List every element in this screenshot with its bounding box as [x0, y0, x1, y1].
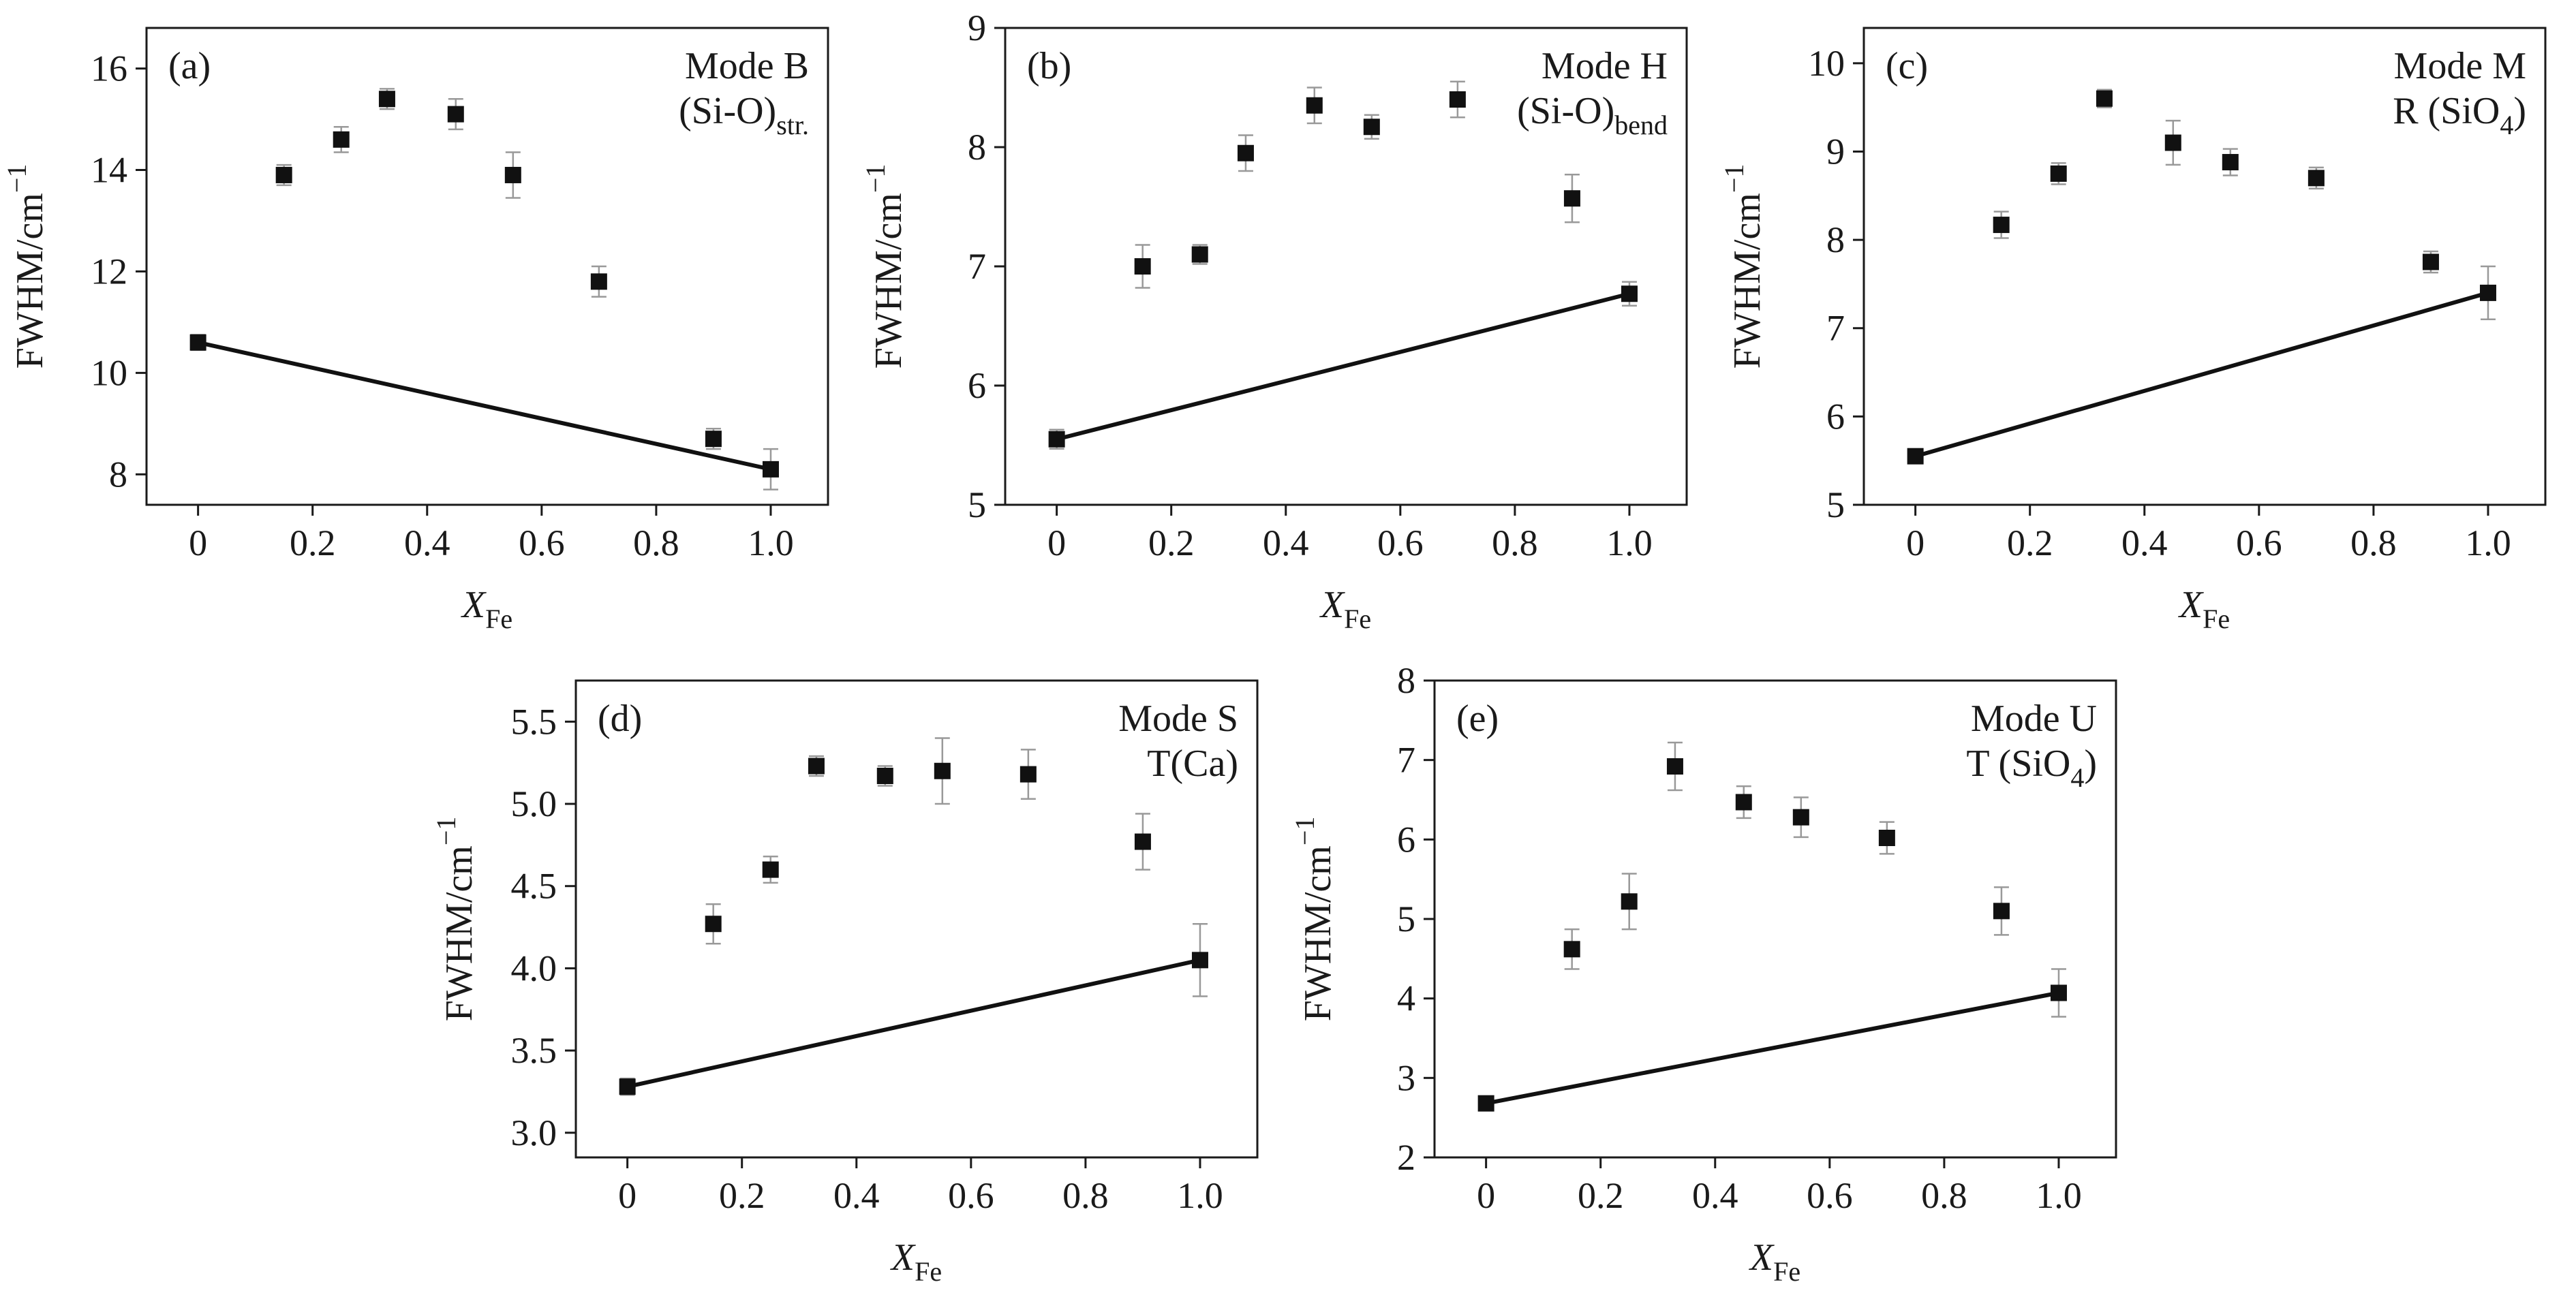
svg-text:0: 0: [618, 1175, 637, 1216]
panel-e: 0 0.2 0.4 0.6 0.8 1.0 2 3 4 5 6 7 8 XFe FWHM/cm−1 (e) Mo…: [1288, 664, 2147, 1297]
svg-text:7: 7: [1397, 740, 1415, 781]
svg-text:4.0: 4.0: [511, 948, 557, 988]
svg-text:0: 0: [1047, 523, 1066, 563]
svg-text:8: 8: [1397, 664, 1415, 701]
svg-text:3: 3: [1397, 1057, 1415, 1098]
svg-text:10: 10: [1808, 43, 1845, 84]
svg-text:Mode S: Mode S: [1118, 698, 1238, 740]
svg-text:5.5: 5.5: [511, 701, 557, 742]
svg-text:0.8: 0.8: [1921, 1175, 1967, 1216]
svg-text:0.8: 0.8: [1492, 523, 1538, 563]
svg-text:0.4: 0.4: [2121, 523, 2168, 563]
figure-row-top: 0 0.2 0.4 0.6 0.8 1.0 8 10 12 14 16 XFe FWHM/cm−1 (a)…: [0, 11, 2576, 644]
svg-text:0.4: 0.4: [1263, 523, 1309, 563]
svg-text:2: 2: [1397, 1137, 1415, 1178]
svg-text:Mode B: Mode B: [685, 45, 809, 87]
svg-text:16: 16: [91, 48, 127, 89]
svg-text:T(Ca): T(Ca): [1147, 743, 1238, 785]
chart-b-svg: 0 0.2 0.4 0.6 0.8 1.0 5 6 7 8 9 XFe FWHM/cm−1 (b) Mode…: [860, 11, 1688, 634]
svg-text:Mode M: Mode M: [2394, 45, 2526, 87]
svg-text:5.0: 5.0: [511, 783, 557, 824]
svg-text:0.2: 0.2: [1148, 523, 1195, 563]
svg-text:0.8: 0.8: [633, 523, 679, 563]
svg-text:XFe: XFe: [1319, 584, 1371, 634]
svg-text:FWHM/cm−1: FWHM/cm−1: [860, 164, 910, 369]
svg-text:6: 6: [968, 365, 986, 406]
svg-text:FWHM/cm−1: FWHM/cm−1: [1, 164, 51, 369]
svg-text:FWHM/cm−1: FWHM/cm−1: [1719, 164, 1768, 369]
svg-text:7: 7: [1826, 308, 1845, 349]
svg-text:8: 8: [109, 454, 127, 495]
svg-text:FWHM/cm−1: FWHM/cm−1: [1289, 817, 1339, 1022]
svg-text:(Si-O)bend: (Si-O)bend: [1517, 90, 1668, 140]
svg-text:14: 14: [91, 150, 127, 191]
svg-text:T (SiO4): T (SiO4): [1966, 743, 2097, 793]
svg-text:XFe: XFe: [1749, 1236, 1800, 1287]
svg-text:1.0: 1.0: [748, 523, 794, 563]
svg-text:(c): (c): [1886, 45, 1928, 87]
svg-text:0.4: 0.4: [1692, 1175, 1738, 1216]
svg-text:0.6: 0.6: [519, 523, 565, 563]
svg-text:0.8: 0.8: [2350, 523, 2397, 563]
svg-text:0.2: 0.2: [2007, 523, 2053, 563]
svg-text:8: 8: [1826, 219, 1845, 260]
svg-text:XFe: XFe: [461, 584, 512, 634]
svg-text:9: 9: [1826, 131, 1845, 172]
svg-text:0.6: 0.6: [2236, 523, 2282, 563]
panel-b: 0 0.2 0.4 0.6 0.8 1.0 5 6 7 8 9 XFe FWHM/cm−1 (b) Mode…: [859, 11, 1717, 644]
svg-text:1.0: 1.0: [1177, 1175, 1223, 1216]
svg-text:0.6: 0.6: [1807, 1175, 1853, 1216]
svg-text:0.2: 0.2: [290, 523, 336, 563]
svg-text:5: 5: [1397, 899, 1415, 939]
svg-text:1.0: 1.0: [1606, 523, 1653, 563]
svg-text:10: 10: [91, 352, 127, 393]
svg-text:0.2: 0.2: [1578, 1175, 1624, 1216]
svg-text:FWHM/cm−1: FWHM/cm−1: [431, 817, 480, 1022]
svg-text:3.5: 3.5: [511, 1030, 557, 1071]
svg-text:5: 5: [968, 484, 986, 525]
svg-text:0.8: 0.8: [1062, 1175, 1109, 1216]
svg-text:1.0: 1.0: [2465, 523, 2511, 563]
svg-text:(a): (a): [168, 45, 211, 87]
svg-text:Mode H: Mode H: [1542, 45, 1668, 87]
svg-text:XFe: XFe: [2178, 584, 2230, 634]
svg-text:7: 7: [968, 246, 986, 287]
figure-row-bottom: 0 0.2 0.4 0.6 0.8 1.0 3.0 3.5 4.0 4.5 5.0 5.5 XFe FWH…: [429, 664, 2147, 1297]
svg-text:12: 12: [91, 251, 127, 292]
panel-c: 0 0.2 0.4 0.6 0.8 1.0 5 6 7 8 9 10 XFe FWHM/cm−1 (c) Mo…: [1717, 11, 2576, 644]
svg-text:0.6: 0.6: [1377, 523, 1424, 563]
svg-text:0: 0: [189, 523, 207, 563]
svg-text:(b): (b): [1027, 45, 1071, 87]
svg-text:6: 6: [1826, 396, 1845, 437]
svg-text:XFe: XFe: [890, 1236, 942, 1287]
svg-text:0: 0: [1906, 523, 1925, 563]
chart-d-svg: 0 0.2 0.4 0.6 0.8 1.0 3.0 3.5 4.0 4.5 5.0 5.5 XFe FWH…: [431, 679, 1259, 1287]
svg-text:8: 8: [968, 127, 986, 168]
svg-text:5: 5: [1826, 484, 1845, 525]
svg-text:(Si-O)str.: (Si-O)str.: [679, 90, 809, 140]
svg-text:0.4: 0.4: [833, 1175, 880, 1216]
svg-text:4.5: 4.5: [511, 866, 557, 907]
svg-text:9: 9: [968, 11, 986, 48]
svg-text:0.2: 0.2: [719, 1175, 765, 1216]
chart-e-svg: 0 0.2 0.4 0.6 0.8 1.0 2 3 4 5 6 7 8 XFe FWHM/cm−1 (e) Mo…: [1289, 664, 2117, 1287]
svg-text:0.6: 0.6: [948, 1175, 994, 1216]
svg-text:(d): (d): [598, 698, 642, 740]
panel-d: 0 0.2 0.4 0.6 0.8 1.0 3.0 3.5 4.0 4.5 5.0 5.5 XFe FWH…: [429, 664, 1288, 1297]
svg-text:Mode U: Mode U: [1971, 698, 2097, 740]
chart-c-svg: 0 0.2 0.4 0.6 0.8 1.0 5 6 7 8 9 10 XFe FWHM/cm−1 (c) Mo…: [1719, 27, 2547, 634]
svg-text:6: 6: [1397, 819, 1415, 860]
svg-text:R (SiO4): R (SiO4): [2393, 90, 2526, 140]
chart-a-svg: 0 0.2 0.4 0.6 0.8 1.0 8 10 12 14 16 XFe FWHM/cm−1 (a)…: [1, 27, 829, 634]
svg-text:(e): (e): [1456, 698, 1499, 740]
svg-text:0: 0: [1477, 1175, 1495, 1216]
svg-text:1.0: 1.0: [2036, 1175, 2082, 1216]
svg-text:4: 4: [1397, 978, 1415, 1019]
panel-a: 0 0.2 0.4 0.6 0.8 1.0 8 10 12 14 16 XFe FWHM/cm−1 (a)…: [0, 11, 859, 644]
svg-text:3.0: 3.0: [511, 1112, 557, 1153]
svg-text:0.4: 0.4: [404, 523, 450, 563]
